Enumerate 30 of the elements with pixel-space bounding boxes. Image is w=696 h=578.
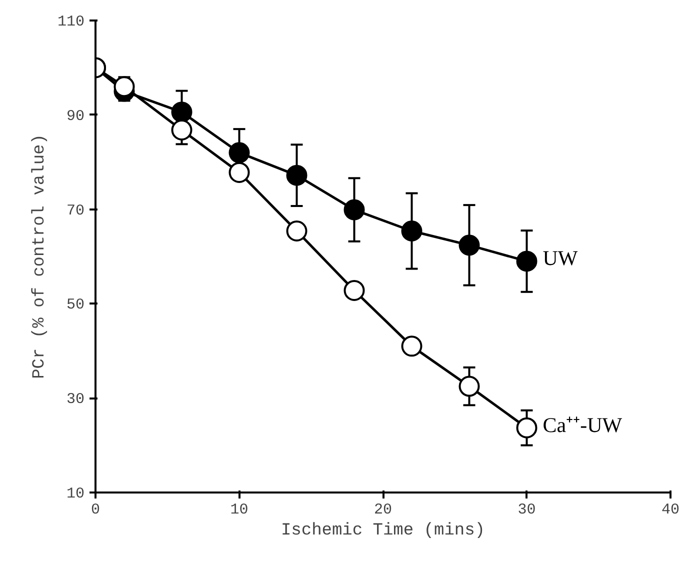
x-axis-title: Ischemic Time (mins) xyxy=(280,522,486,540)
point xyxy=(286,164,308,186)
point xyxy=(516,417,538,438)
point xyxy=(228,142,250,164)
point xyxy=(228,162,250,183)
point xyxy=(458,234,480,256)
y-axis-title: PCr (% of control value) xyxy=(30,134,50,379)
point xyxy=(171,120,192,140)
point xyxy=(114,76,135,98)
point xyxy=(401,336,422,357)
point xyxy=(171,102,192,123)
x-tick-label: 10 xyxy=(230,502,248,518)
x-tick-label: 0 xyxy=(91,502,100,518)
y-tick-label: 30 xyxy=(66,391,85,408)
point xyxy=(286,220,308,242)
x-tick-label: 30 xyxy=(518,502,536,518)
point xyxy=(401,220,422,242)
y-tick-label: 70 xyxy=(66,202,85,220)
y-tick-label: 110 xyxy=(57,14,85,30)
x-tick-label: 40 xyxy=(662,502,680,518)
y-tick-label: 90 xyxy=(66,108,85,125)
point xyxy=(344,280,365,301)
x-tick-label: 20 xyxy=(374,502,392,518)
series-label: Ca⁺⁺-UW xyxy=(542,412,622,437)
point xyxy=(344,199,365,220)
series-label: UW xyxy=(542,246,578,270)
point xyxy=(516,250,538,272)
y-tick-label: 10 xyxy=(66,486,85,502)
y-tick-label: 50 xyxy=(66,296,85,314)
point xyxy=(458,376,480,397)
